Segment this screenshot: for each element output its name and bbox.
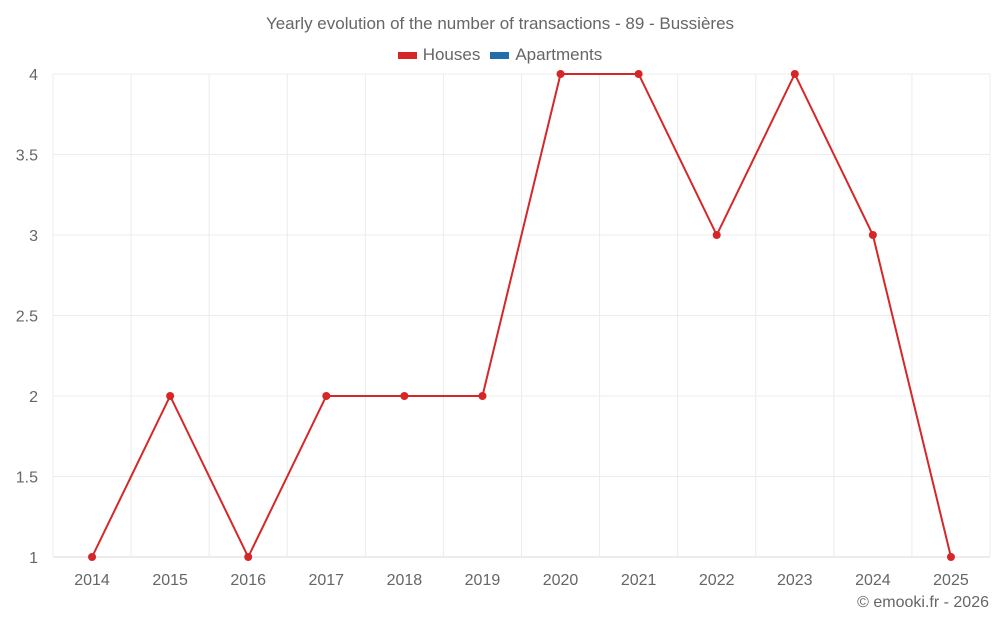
data-point[interactable] xyxy=(868,231,877,239)
y-tick-label: 2 xyxy=(29,389,38,406)
data-point[interactable] xyxy=(478,392,487,400)
legend-label-apartments: Apartments xyxy=(515,45,603,64)
y-tick-label: 1.5 xyxy=(16,470,38,487)
apartments-swatch-icon xyxy=(490,51,510,59)
series-houses xyxy=(88,70,955,561)
y-tick-label: 4 xyxy=(29,67,38,84)
data-point[interactable] xyxy=(322,392,331,400)
legend-item-apartments[interactable]: Apartments xyxy=(490,45,602,65)
chart-legend: Houses Apartments xyxy=(0,45,1000,65)
y-axis: 1 1.5 2 2.5 3 3.5 4 xyxy=(16,67,38,567)
y-tick-label: 1 xyxy=(29,550,38,567)
data-point[interactable] xyxy=(712,231,721,239)
x-tick-label: 2025 xyxy=(933,572,969,589)
data-point[interactable] xyxy=(634,70,643,78)
data-point[interactable] xyxy=(400,392,409,400)
data-point[interactable] xyxy=(790,70,799,78)
legend-item-houses[interactable]: Houses xyxy=(397,45,481,65)
legend-label-houses: Houses xyxy=(422,45,481,64)
y-tick-label: 3 xyxy=(29,228,38,245)
x-tick-label: 2020 xyxy=(543,572,579,589)
x-tick-label: 2019 xyxy=(465,572,501,589)
x-axis: 2014 2015 2016 2017 2018 2019 2020 2021 2022 2023… xyxy=(74,572,969,589)
x-tick-label: 2016 xyxy=(230,572,266,589)
x-tick-label: 2022 xyxy=(699,572,735,589)
x-tick-label: 2015 xyxy=(152,572,188,589)
data-point[interactable] xyxy=(556,70,565,78)
y-tick-label: 3.5 xyxy=(16,148,38,165)
houses-swatch-icon xyxy=(397,51,417,59)
x-tick-label: 2014 xyxy=(74,572,110,589)
data-point[interactable] xyxy=(244,553,253,561)
x-tick-label: 2018 xyxy=(387,572,423,589)
x-tick-label: 2021 xyxy=(621,572,657,589)
chart-title: Yearly evolution of the number of transa… xyxy=(265,14,735,33)
x-tick-label: 2017 xyxy=(308,572,344,589)
data-point[interactable] xyxy=(166,392,175,400)
data-point[interactable] xyxy=(88,553,97,561)
grid-lines xyxy=(52,73,991,558)
x-tick-label: 2024 xyxy=(855,572,891,589)
y-tick-label: 2.5 xyxy=(16,309,38,326)
data-point[interactable] xyxy=(946,553,955,561)
copyright-credit: © emooki.fr - 2026 xyxy=(857,594,989,611)
x-tick-label: 2023 xyxy=(777,572,813,589)
